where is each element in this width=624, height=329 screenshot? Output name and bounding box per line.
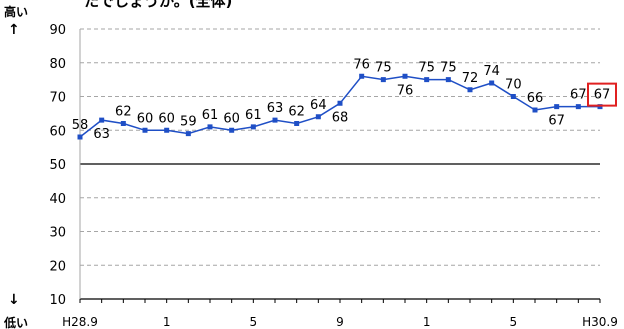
- data-point-marker: [250, 124, 256, 130]
- y-tick-label-40: 40: [49, 192, 66, 207]
- data-label: 62: [115, 105, 132, 120]
- x-tick-label: 5: [250, 315, 258, 329]
- data-point-marker: [207, 124, 213, 130]
- y-tick-label-30: 30: [49, 226, 66, 241]
- data-label: 62: [288, 105, 305, 120]
- data-label: 61: [245, 108, 262, 123]
- data-label: 63: [93, 127, 110, 142]
- up-arrow-icon: ↑: [8, 22, 20, 38]
- data-label: 76: [397, 83, 414, 98]
- x-tick-label: 1: [423, 315, 431, 329]
- data-point-marker: [445, 77, 451, 83]
- data-point-marker: [402, 73, 408, 79]
- x-tick-label: H30.9: [582, 315, 618, 329]
- data-point-marker: [337, 100, 343, 106]
- data-point-marker: [424, 77, 430, 83]
- data-point-marker: [315, 114, 321, 120]
- data-point-marker: [142, 127, 148, 133]
- data-point-marker: [467, 87, 473, 93]
- data-point-marker: [554, 104, 560, 110]
- y-tick-label-10: 10: [49, 293, 66, 308]
- data-label: 61: [202, 108, 219, 123]
- data-label: 68: [332, 110, 349, 125]
- gridlines: [80, 28, 600, 266]
- data-point-marker: [532, 107, 538, 113]
- series-polyline: [79, 75, 600, 138]
- x-axis-tick-labels: H28.9 1 5 9 1 5 H30.9: [62, 315, 618, 329]
- x-tick-label: 1: [163, 315, 171, 329]
- data-label: 67: [548, 114, 565, 129]
- data-label: 75: [418, 61, 435, 76]
- highlight-box: [587, 82, 617, 107]
- data-label: 67: [594, 88, 611, 103]
- y-tick-label-50: 50: [49, 158, 66, 173]
- high-label: 高い: [4, 4, 28, 19]
- y-axis-tick-labels: 10 20 30 40 50 60 70 80 90: [49, 23, 66, 308]
- data-labels: 58 63 62 60 60 59 61 60 61 63 62 64 68 76 75 76 75 75 72 74…: [72, 57, 617, 142]
- data-point-marker: [359, 73, 365, 79]
- x-tick-label: 5: [510, 315, 518, 329]
- data-label: 76: [353, 57, 370, 72]
- data-label: 63: [267, 101, 284, 116]
- data-label: 64: [310, 98, 327, 113]
- down-arrow-icon: ↓: [8, 292, 20, 308]
- data-label: 67: [570, 88, 587, 103]
- data-point-marker: [272, 117, 278, 123]
- data-point-marker: [185, 131, 191, 137]
- y-tick-label-80: 80: [49, 57, 66, 72]
- x-tick-label: H28.9: [62, 315, 98, 329]
- data-point-marker: [489, 80, 495, 86]
- data-label: 60: [137, 111, 154, 126]
- y-tick-label-60: 60: [49, 124, 66, 139]
- data-label: 60: [223, 111, 240, 126]
- data-point-marker: [294, 121, 300, 126]
- data-point-marker: [77, 134, 83, 140]
- data-label: 75: [440, 61, 457, 76]
- x-tick-label: 9: [336, 315, 344, 329]
- cut-off-question-text: たでしょうか。(全体): [84, 0, 232, 10]
- data-point-marker: [229, 127, 235, 133]
- data-point-marker: [380, 77, 386, 83]
- y-tick-label-70: 70: [49, 91, 66, 106]
- data-label: 70: [505, 78, 522, 93]
- y-tick-label-90: 90: [49, 23, 66, 38]
- data-point-marker: [120, 121, 126, 126]
- data-point-marker: [164, 127, 170, 133]
- data-label: 66: [527, 91, 544, 106]
- data-point-marker: [99, 117, 105, 123]
- data-label: 75: [375, 61, 392, 76]
- data-point-marker: [510, 94, 516, 99]
- data-label: 74: [483, 64, 500, 79]
- data-point-marker: [575, 104, 581, 110]
- data-label: 60: [158, 111, 175, 126]
- y-tick-label-20: 20: [49, 259, 66, 274]
- x-axis: [79, 29, 601, 303]
- low-label: 低い: [3, 315, 28, 329]
- data-label: 72: [462, 71, 479, 86]
- data-label: 59: [180, 115, 197, 130]
- data-label: 58: [72, 118, 89, 133]
- series-line: [79, 75, 600, 138]
